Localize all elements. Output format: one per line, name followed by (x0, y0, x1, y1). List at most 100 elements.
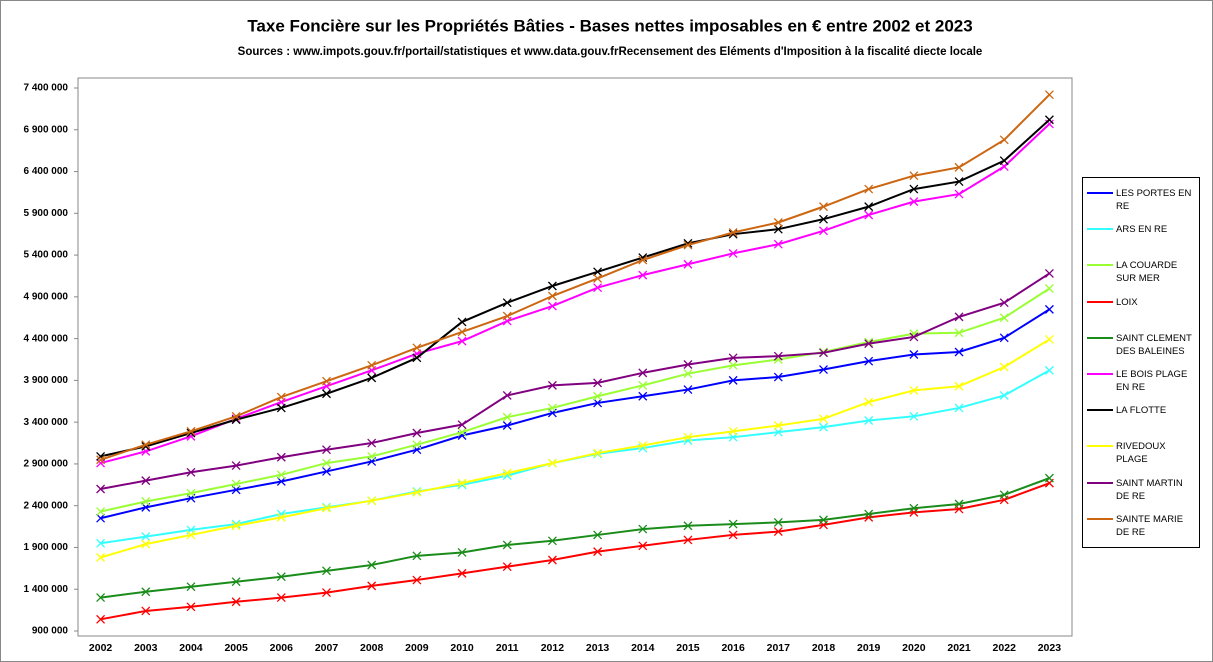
series-line (100, 477, 1050, 599)
point-marker (547, 301, 557, 311)
x-tick-label: 2018 (812, 642, 836, 654)
x-tick-label: 2017 (767, 642, 791, 654)
legend-swatch (1087, 372, 1113, 375)
point-marker (231, 411, 241, 421)
legend-swatch (1087, 445, 1113, 448)
y-tick-label: 900 000 (32, 626, 69, 637)
point-marker (683, 369, 693, 379)
y-tick-label: 3 400 000 (24, 417, 69, 428)
point-marker (367, 438, 377, 448)
point-marker (547, 380, 557, 390)
point-marker (954, 162, 964, 172)
point-marker (773, 372, 783, 382)
y-tick-label: 2 400 000 (24, 500, 69, 511)
point-marker (999, 390, 1009, 400)
series (96, 334, 1054, 562)
x-tick-label: 2003 (134, 642, 158, 654)
point-marker (186, 530, 196, 540)
point-marker (547, 291, 557, 301)
point-marker (502, 298, 512, 308)
legend-item: LE BOIS PLAGE EN RE (1083, 367, 1199, 403)
legend-swatch (1087, 192, 1113, 194)
x-tick-label: 2009 (405, 642, 429, 654)
point-marker (412, 440, 422, 450)
point-marker (96, 513, 106, 523)
point-marker (276, 512, 286, 522)
point-marker (367, 451, 377, 461)
point-marker (412, 487, 422, 497)
point-marker (457, 327, 467, 337)
point-marker (1044, 304, 1054, 314)
series-line (100, 119, 1051, 458)
point-marker (683, 521, 693, 531)
point-marker (96, 553, 106, 562)
point-marker (276, 593, 286, 603)
point-marker (773, 224, 783, 234)
point-marker (322, 466, 331, 476)
point-marker (96, 484, 106, 494)
point-marker (909, 507, 919, 517)
legend-item: SAINTE MARIE DE RE (1083, 512, 1199, 548)
point-marker (593, 398, 603, 408)
point-marker (141, 532, 151, 542)
point-marker (367, 560, 377, 570)
point-marker (412, 575, 422, 585)
point-marker (638, 380, 648, 390)
point-marker (367, 373, 377, 383)
point-marker (593, 274, 603, 283)
point-marker (999, 362, 1009, 372)
point-marker (909, 503, 919, 513)
series-line (100, 272, 1050, 490)
point-marker (819, 515, 828, 525)
legend-swatch (1087, 481, 1113, 484)
point-marker (502, 468, 512, 478)
point-marker (683, 535, 693, 545)
point-marker (728, 426, 738, 436)
x-tick-label: 2002 (89, 642, 113, 654)
point-marker (638, 368, 648, 378)
point-marker (728, 375, 738, 385)
point-marker (1044, 115, 1054, 125)
point-marker (638, 391, 648, 401)
point-marker (773, 351, 783, 361)
point-marker (819, 202, 828, 212)
series-line (100, 287, 1050, 513)
point-marker (638, 255, 648, 265)
point-marker (773, 421, 783, 430)
chart-title: Taxe Foncière sur les Propriétés Bâties … (247, 16, 972, 35)
legend-label: RIVEDOUX PLAGE (1116, 441, 1166, 466)
point-marker (728, 360, 738, 370)
point-marker (954, 403, 964, 413)
x-tick-label: 2013 (586, 642, 610, 654)
point-marker (683, 385, 693, 395)
series (96, 284, 1054, 516)
legend-item: RIVEDOUX PLAGE (1083, 439, 1199, 475)
point-marker (1044, 268, 1054, 278)
point-marker (593, 448, 603, 458)
legend-swatch (1087, 228, 1113, 231)
point-marker (999, 333, 1009, 343)
point-marker (593, 267, 603, 277)
x-tick-label: 2006 (270, 642, 294, 654)
y-tick-label: 4 900 000 (24, 291, 69, 302)
legend-label: LA COUARDE SUR MER (1116, 260, 1178, 285)
point-marker (276, 392, 286, 402)
point-marker (819, 226, 828, 236)
y-tick-label: 1 900 000 (24, 542, 69, 553)
point-marker (322, 588, 331, 598)
legend-item: LA COUARDE SUR MER (1083, 258, 1199, 294)
x-tick-label: 2015 (676, 642, 700, 654)
x-tick-label: 2023 (1038, 642, 1062, 654)
plot-frame (77, 77, 1073, 637)
point-marker (231, 521, 241, 531)
point-marker (141, 587, 151, 597)
point-marker (864, 210, 874, 220)
legend-item: SAINT CLEMENT DES BALEINES (1083, 331, 1199, 367)
point-marker (593, 547, 603, 557)
point-marker (231, 597, 241, 607)
legend-label: LES PORTES EN RE (1116, 188, 1192, 212)
series-line (100, 93, 1051, 461)
point-marker (1044, 90, 1054, 100)
point-marker (412, 551, 422, 561)
x-tick-label: 2016 (721, 642, 745, 654)
